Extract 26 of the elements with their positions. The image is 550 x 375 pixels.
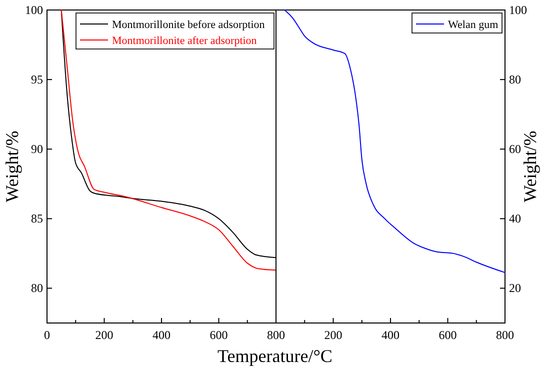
y-tick-label: 95 bbox=[31, 72, 43, 87]
y-tick-label: 100 bbox=[25, 3, 43, 17]
x-tick-label: 600 bbox=[210, 328, 228, 342]
x-tick-label: 200 bbox=[324, 328, 342, 342]
y-tick-label: 90 bbox=[31, 142, 43, 156]
line-series bbox=[284, 10, 506, 274]
x-axis-title: Temperature/°C bbox=[218, 346, 332, 366]
x-tick-label: 800 bbox=[267, 328, 285, 342]
legend-label: Welan gum bbox=[448, 19, 499, 31]
y-tick-label: 100 bbox=[509, 3, 527, 17]
legend-label: Montmorillonite before adsorption bbox=[112, 19, 266, 31]
y-tick-label: 60 bbox=[509, 142, 521, 156]
y-tick-label: 80 bbox=[31, 281, 43, 296]
y-tick-label: 20 bbox=[509, 281, 521, 296]
x-tick-label: 0 bbox=[44, 328, 50, 342]
y-tick-label: 80 bbox=[509, 72, 521, 87]
x-tick-label: 600 bbox=[438, 328, 457, 342]
y-axis-title: Weight/% bbox=[520, 130, 540, 202]
y-tick-label: 40 bbox=[509, 212, 521, 226]
x-tick-label: 400 bbox=[382, 328, 400, 342]
x-tick-label: 200 bbox=[95, 328, 114, 342]
legend-label: Montmorillonite after adsorption bbox=[112, 35, 258, 47]
x-tick-label: 800 bbox=[496, 328, 514, 342]
y-tick-label: 85 bbox=[31, 212, 43, 226]
y-axis-title: Weight/% bbox=[2, 130, 22, 202]
x-tick-label: 400 bbox=[152, 328, 170, 342]
